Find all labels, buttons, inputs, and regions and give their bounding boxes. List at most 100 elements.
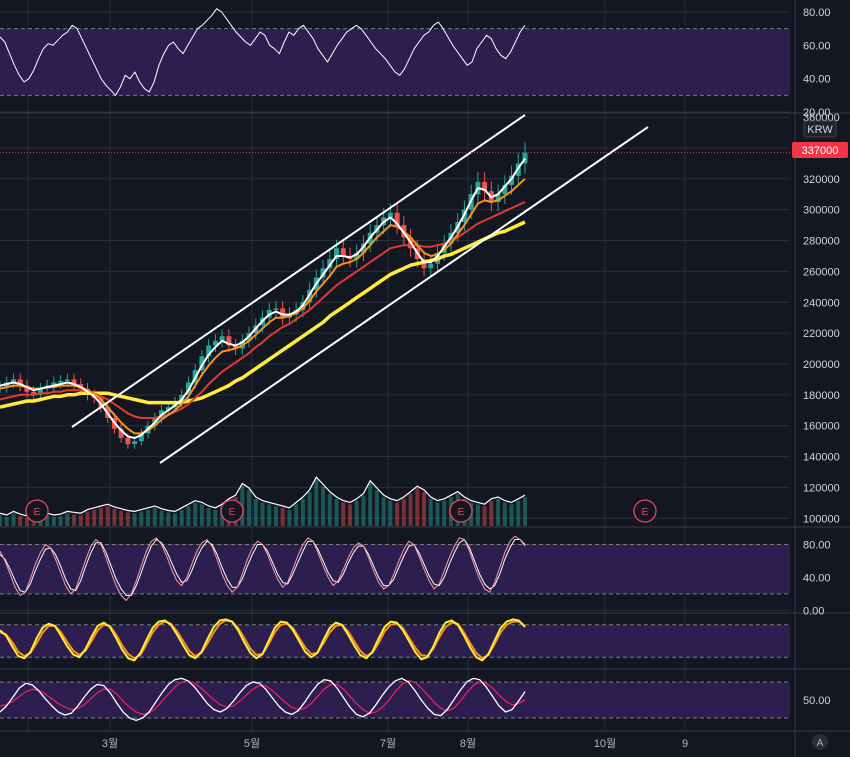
volume-bar (152, 508, 157, 526)
y-tick-label: 120000 (803, 482, 840, 494)
y-tick-label: 240000 (803, 297, 840, 309)
candle-body (273, 308, 279, 310)
y-tick-label: 220000 (803, 328, 840, 340)
candle-body (58, 380, 64, 383)
y-tick-label: 280000 (803, 236, 840, 248)
volume-bar (341, 502, 346, 526)
earnings-marker[interactable]: E (25, 499, 49, 523)
time-axis[interactable]: 3월 5월 7월 8월 10월 9 (102, 737, 688, 750)
earnings-marker-label: E (229, 507, 236, 518)
x-tick-label: 9 (682, 738, 688, 750)
volume-bar (321, 486, 326, 526)
volume-bar (11, 513, 16, 526)
candle-body (64, 379, 70, 381)
volume-bar (253, 499, 258, 526)
y-tick-label: 80.00 (803, 539, 831, 551)
volume-bar (78, 515, 83, 526)
earnings-marker[interactable]: E (449, 499, 473, 523)
volume-bar (415, 488, 420, 526)
volume-bar (85, 511, 90, 526)
y-tick-label: 260000 (803, 266, 840, 278)
oscillator-band (0, 682, 790, 718)
osc4-a-line (0, 677, 526, 722)
candle-body (502, 184, 508, 195)
candle-body (495, 194, 501, 202)
auto-scale-label: A (817, 738, 824, 749)
volume-bar (193, 502, 198, 526)
volume-bar (24, 517, 29, 526)
ema-fast-line (0, 158, 526, 439)
y-tick-label: 20.00 (803, 107, 831, 119)
chart-marks (0, 8, 792, 722)
volume-bar (435, 502, 440, 526)
volume-bar (132, 513, 137, 526)
volume-bar (199, 504, 204, 526)
volume-bar (408, 493, 413, 526)
volume-bar (58, 516, 63, 526)
volume-bar (179, 509, 184, 526)
currency-badge[interactable]: KRW (803, 120, 837, 138)
volume-bar (186, 506, 191, 526)
volume-bar (354, 500, 359, 526)
candle-body (280, 308, 286, 318)
price-tag: 337000 (792, 142, 848, 158)
candle-body (226, 336, 232, 346)
oscillator-bands (0, 28, 790, 718)
x-tick-label: 7월 (380, 737, 396, 750)
volume-bar (4, 517, 9, 526)
y-tick-label: 320000 (803, 174, 840, 186)
y-tick-label: 50.00 (803, 695, 831, 707)
volume-bar (300, 499, 305, 526)
volume-bar (361, 495, 366, 526)
earnings-marker-label: E (458, 507, 465, 518)
volume-bar (307, 491, 312, 526)
volume-bar (139, 511, 144, 526)
candle-body (219, 336, 225, 341)
candle-body (354, 252, 360, 260)
volume-bar (388, 500, 393, 526)
volume-bar (166, 512, 171, 526)
volume-bar (105, 506, 110, 526)
candle-body (118, 428, 124, 439)
oscillator-band (0, 544, 790, 594)
earnings-marker[interactable]: E (633, 499, 657, 523)
volume-bar (334, 499, 339, 526)
channel-lower-line (159, 126, 649, 464)
volume-bar (146, 509, 151, 526)
volume-bar (92, 509, 97, 526)
volume-bar (374, 490, 379, 526)
volume-bar (98, 508, 103, 526)
volume-bar (327, 493, 332, 526)
volume-bar (401, 499, 406, 526)
candle-body (17, 379, 23, 386)
volume-bar (482, 506, 487, 526)
ema-long-line (0, 220, 526, 409)
osc3-fast-line (0, 618, 526, 662)
price-tag-label: 337000 (802, 145, 839, 157)
earnings-marker[interactable]: E (220, 499, 244, 523)
volume-bar (348, 504, 352, 526)
volume-bar (442, 500, 447, 526)
volume-bar (206, 508, 211, 526)
candle-body (31, 391, 37, 395)
x-tick-label: 8월 (460, 737, 476, 750)
candle-body (165, 407, 171, 411)
volume-bar (112, 508, 117, 526)
volume-bar (247, 490, 252, 526)
volume-bar (523, 497, 527, 526)
y-tick-label: 80.00 (803, 7, 831, 19)
candle-body (199, 356, 205, 371)
candle-body (334, 248, 340, 260)
y-tick-label: 60.00 (803, 40, 831, 52)
y-tick-label: 0.00 (803, 605, 824, 617)
currency-label: KRW (807, 124, 833, 136)
channel-upper-line (71, 114, 526, 428)
y-tick-label: 200000 (803, 359, 840, 371)
price-axis[interactable]: 80.0060.0040.0020.0036000034000032000030… (803, 7, 840, 707)
auto-scale-button[interactable]: A (812, 734, 828, 750)
candle-body (233, 345, 239, 349)
y-tick-label: 180000 (803, 390, 840, 402)
volume-bar (0, 515, 2, 526)
